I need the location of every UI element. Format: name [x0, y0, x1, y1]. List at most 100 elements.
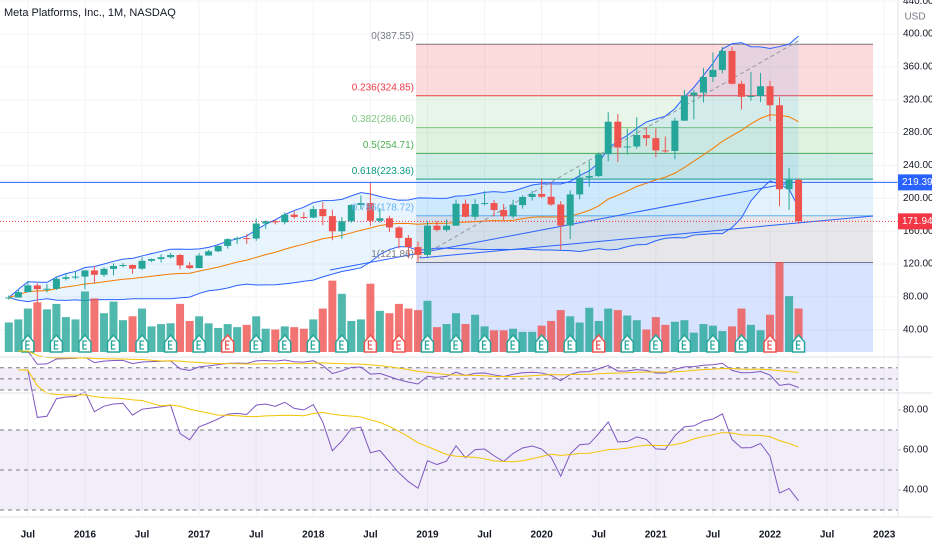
earnings-icon [649, 333, 663, 353]
candle-body [595, 154, 603, 177]
y-tick-label: 80.00 [903, 292, 928, 303]
x-tick-label: Jul [21, 530, 36, 541]
trend-line [419, 215, 874, 259]
earnings-icon-e [139, 340, 145, 350]
candle-body [766, 86, 774, 106]
candle-body [338, 221, 346, 232]
earnings-icon [734, 333, 749, 353]
volume-bar [261, 328, 270, 352]
candle-body [509, 205, 517, 217]
volume-bar [490, 330, 499, 352]
volume-bar [138, 308, 147, 352]
candle-body [14, 292, 22, 298]
volume-bar [242, 324, 251, 352]
earnings-icon [278, 333, 292, 353]
candle-body [366, 202, 374, 221]
candle-body [652, 138, 660, 151]
x-tick-label: 2019 [416, 530, 439, 541]
earnings-icon-e [253, 340, 259, 350]
volume-bar [442, 324, 451, 352]
volume-bar [157, 324, 166, 352]
candle-body [728, 50, 736, 84]
earnings-icon-e [339, 340, 344, 350]
y-tick-label: 400.00 [903, 29, 932, 40]
earnings-icon [420, 333, 435, 353]
candle-body [262, 221, 270, 224]
candle-body [623, 146, 631, 148]
volume-bar [461, 324, 470, 352]
candle-body [52, 278, 60, 289]
candle-body [576, 177, 584, 195]
earnings-icon [135, 333, 149, 353]
earnings-icon-e [767, 340, 773, 350]
earnings-icon-e [624, 340, 630, 350]
candle-body [138, 260, 146, 269]
earnings-icon [335, 333, 349, 353]
candle-body [71, 276, 79, 278]
volume-bar [775, 262, 784, 352]
candle-body [328, 216, 336, 232]
volume-bar [356, 319, 365, 352]
candle-body [604, 121, 612, 155]
volume-bar [385, 313, 394, 352]
candle-body [414, 247, 422, 255]
volume-bar [575, 322, 584, 352]
candle-body [737, 83, 745, 97]
x-tick-label: 2016 [74, 530, 97, 541]
earnings-icon-e [710, 340, 715, 350]
candle-body [33, 285, 41, 290]
earnings-icon-e [310, 340, 316, 350]
y-tick-label: 320.00 [903, 94, 932, 105]
candle-body [481, 203, 489, 205]
volume-bar [14, 319, 23, 352]
y-tick-label: 280.00 [903, 127, 932, 138]
x-tick-label: 2023 [873, 530, 896, 541]
earnings-icon-e [510, 340, 516, 350]
osc-ma [18, 350, 799, 378]
candle-body [81, 270, 89, 277]
fib-label: 0.382(286.06) [352, 114, 414, 125]
candle-body [718, 50, 726, 70]
volume-bar [499, 330, 508, 352]
candle-body [633, 135, 641, 147]
candle-body [471, 204, 479, 217]
x-tick-label: Jul [135, 530, 150, 541]
rsi-ma [18, 369, 799, 463]
earnings-icon-e [82, 340, 87, 350]
chart-title: Meta Platforms, Inc., 1M, NASDAQ [4, 7, 176, 19]
fib-band [416, 44, 873, 96]
earnings-icon-e [110, 340, 116, 350]
candle-body [671, 120, 679, 151]
earnings-icon-e [424, 340, 430, 350]
price-tag-label: 219.39 [902, 177, 932, 188]
earnings-icon-e [539, 340, 544, 350]
candle-body [195, 255, 203, 269]
earnings-icon-e [167, 340, 173, 350]
candle-body [547, 196, 555, 205]
volume-bar [756, 330, 765, 352]
candle-body [690, 92, 698, 96]
price-tag-label: 171.94 [902, 216, 932, 227]
earnings-icon [677, 333, 692, 353]
fib-label: 0.236(324.85) [352, 82, 414, 93]
volume-bar [147, 326, 156, 352]
y-tick-label: 360.00 [903, 62, 932, 73]
earnings-icon-e [196, 340, 202, 350]
earnings-icon-e [282, 340, 287, 350]
main-layer [0, 46, 898, 502]
price-tag [898, 174, 932, 191]
candle-body [661, 150, 669, 152]
earnings-icon [21, 333, 35, 353]
volume-bar [375, 310, 384, 352]
earnings-icon [477, 333, 492, 353]
volume-bar [432, 327, 441, 352]
candle-body [357, 202, 365, 206]
volume-bar [746, 324, 755, 352]
earnings-icon-e [653, 340, 658, 350]
volume-bar [452, 313, 461, 352]
earnings-icon-e [225, 340, 230, 350]
volume-bar [42, 309, 51, 352]
volume-bar [642, 329, 651, 352]
